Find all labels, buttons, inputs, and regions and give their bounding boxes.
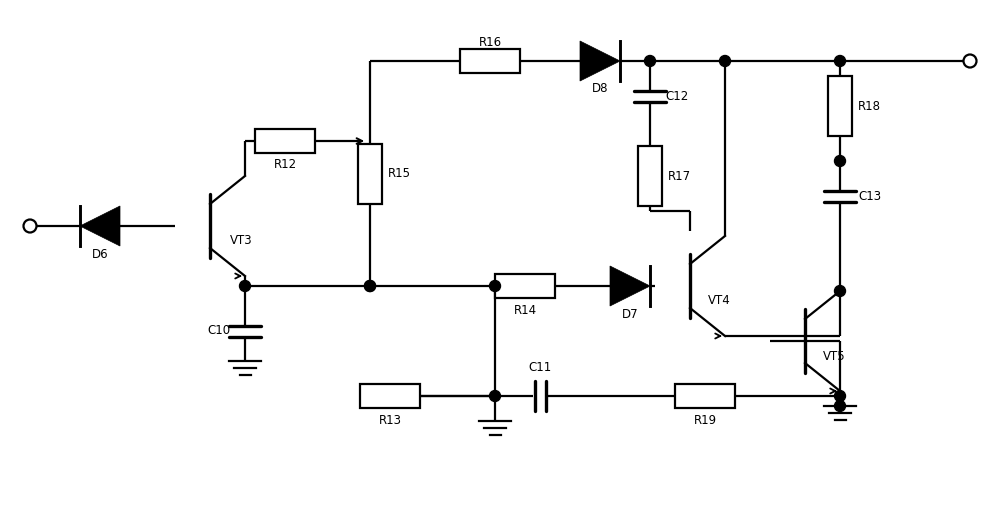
Text: R12: R12 [273,158,297,171]
Text: VT3: VT3 [230,234,253,248]
Bar [495,274,555,298]
Bar [358,143,382,203]
Circle shape [644,56,656,67]
Circle shape [834,155,846,167]
Polygon shape [580,41,620,81]
Circle shape [834,56,846,67]
Text: R15: R15 [388,167,411,180]
Circle shape [364,281,376,292]
Text: R16: R16 [478,37,502,50]
Circle shape [24,219,36,233]
Circle shape [364,281,376,292]
Text: C12: C12 [665,89,688,103]
Bar [675,384,735,408]
Circle shape [490,391,501,401]
Circle shape [964,55,976,68]
Text: VT5: VT5 [823,349,846,363]
Circle shape [490,281,501,292]
Bar [360,384,420,408]
Text: R14: R14 [513,303,537,316]
Text: C10: C10 [207,325,230,337]
Circle shape [240,281,250,292]
Polygon shape [610,266,650,306]
Bar [460,49,520,73]
Bar [638,146,662,206]
Circle shape [720,56,730,67]
Circle shape [834,391,846,401]
Text: R17: R17 [668,169,691,183]
Text: R13: R13 [378,413,402,427]
Text: D7: D7 [622,308,638,320]
Circle shape [834,285,846,297]
Text: C11: C11 [528,361,552,374]
Text: R18: R18 [858,100,881,112]
Polygon shape [80,206,120,246]
Bar [828,76,852,136]
Circle shape [834,400,846,411]
Bar [255,129,315,153]
Text: D8: D8 [592,83,608,95]
Text: D6: D6 [92,248,108,261]
Text: C13: C13 [858,189,881,202]
Text: VT4: VT4 [708,295,731,308]
Text: R19: R19 [693,413,717,427]
